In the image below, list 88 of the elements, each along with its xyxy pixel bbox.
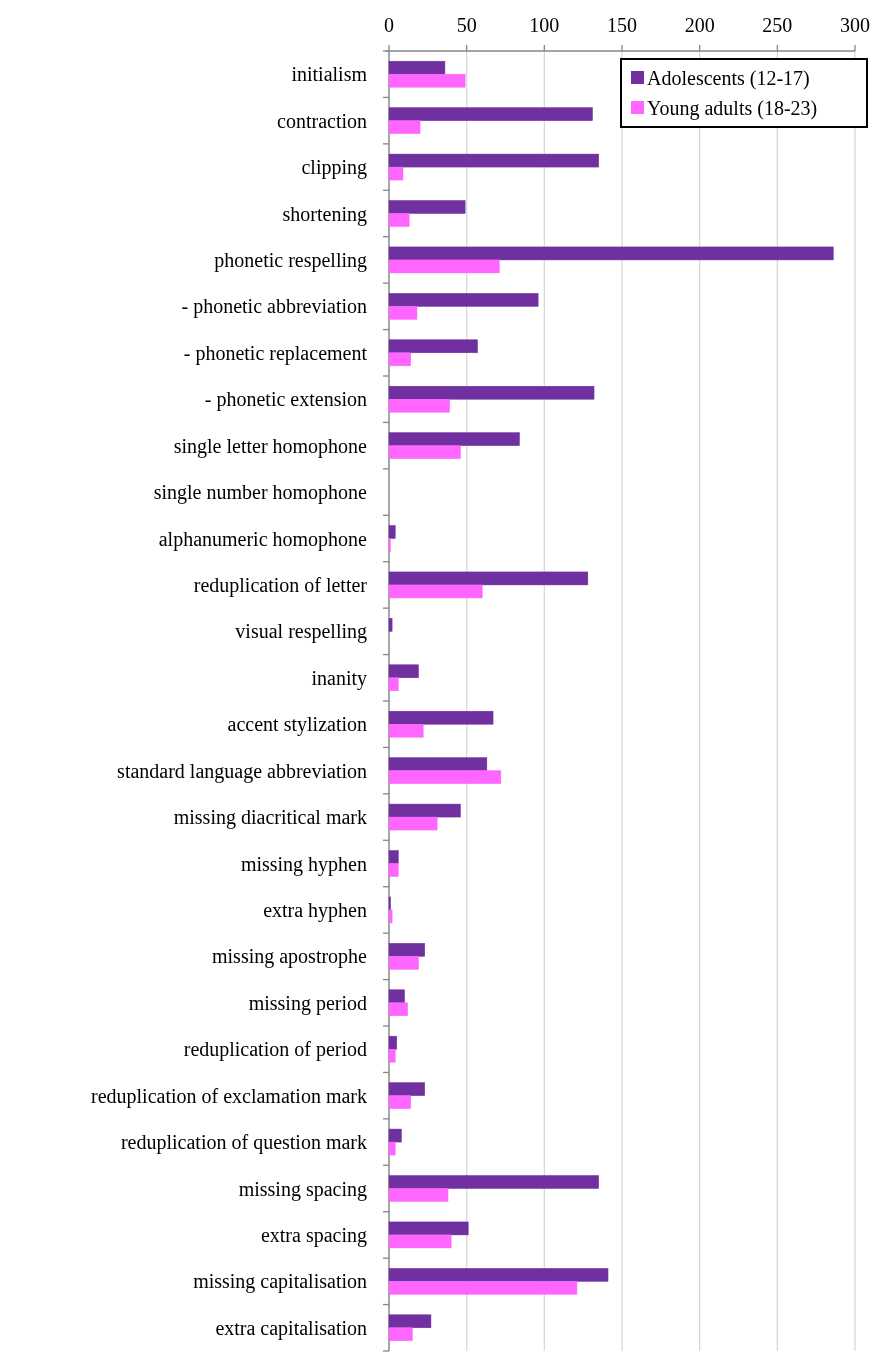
x-tick-label: 50: [456, 14, 477, 36]
y-tick-label: missing capitalisation: [193, 1270, 367, 1294]
bar: [388, 293, 539, 307]
bar: [388, 816, 438, 831]
bar: [388, 1035, 398, 1050]
bar: [388, 525, 396, 539]
bar: [388, 1002, 408, 1017]
x-tick-label: 150: [607, 14, 637, 36]
bar: [388, 1188, 449, 1202]
bar: [388, 1221, 469, 1236]
bar: [388, 770, 502, 784]
bar: [388, 989, 405, 1004]
bar: [388, 571, 589, 586]
bar: [388, 166, 404, 181]
y-tick-label: contraction: [277, 109, 367, 132]
bar: [388, 1327, 413, 1342]
y-tick-label: extra hyphen: [263, 898, 367, 922]
bar: [388, 1281, 578, 1295]
bar: [388, 107, 593, 121]
bar: [388, 757, 488, 771]
bar: [388, 385, 595, 400]
bar: [388, 664, 419, 679]
bar: [388, 246, 834, 261]
bar: [388, 909, 393, 924]
bar: [388, 1141, 396, 1156]
y-tick-label: phonetic respelling: [214, 248, 367, 272]
y-tick-label: single number homophone: [153, 481, 368, 505]
x-tick-label: 200: [684, 14, 715, 36]
bar: [388, 153, 599, 168]
y-tick-label: extra spacing: [260, 1223, 367, 1247]
y-tick-label: - phonetic abbreviation: [181, 295, 367, 319]
y-tick-label: clipping: [301, 156, 367, 180]
bar: [388, 850, 399, 864]
y-tick-label: missing period: [248, 991, 367, 1015]
y-tick-label: inanity: [311, 666, 367, 690]
bar: [388, 445, 461, 459]
bar: [388, 213, 410, 227]
y-tick-label: initialism: [291, 63, 368, 86]
bar: [388, 120, 421, 134]
y-tick-label: reduplication of question mark: [120, 1131, 367, 1155]
y-tick-label: shortening: [282, 202, 367, 226]
bar: [388, 618, 393, 632]
bar: [388, 863, 399, 877]
bar: [388, 200, 466, 214]
y-tick-label: - phonetic replacement: [183, 341, 368, 365]
y-tick-label: reduplication of exclamation mark: [90, 1084, 367, 1108]
y-tick-label: accent stylization: [227, 713, 367, 737]
y-tick-label: extra capitalisation: [215, 1316, 367, 1340]
bar: [388, 1175, 599, 1189]
bar: [388, 956, 419, 970]
bar: [388, 432, 520, 446]
bar: [388, 710, 494, 725]
legend-label: Young adults (18-23): [647, 97, 818, 120]
y-tick-label: alphanumeric homophone: [158, 527, 368, 551]
bar: [388, 1128, 402, 1143]
bar: [388, 1095, 411, 1109]
bar: [388, 259, 500, 274]
bar: [388, 73, 466, 88]
x-tick-label: 250: [762, 14, 793, 36]
bar: [388, 352, 411, 367]
bar: [388, 723, 424, 738]
y-tick-label: reduplication of letter: [193, 573, 368, 597]
bar: [388, 677, 399, 692]
bar: [388, 398, 450, 413]
y-tick-label: - phonetic extension: [204, 388, 367, 412]
y-tick-label: missing spacing: [238, 1177, 367, 1201]
bar: [388, 584, 483, 599]
legend-label: Adolescents (12-17): [647, 67, 810, 90]
bar: [388, 1268, 609, 1282]
y-tick-label: missing apostrophe: [212, 945, 368, 969]
y-tick-label: missing diacritical mark: [173, 806, 367, 830]
bar: [388, 1234, 452, 1249]
bar: [388, 1314, 432, 1329]
x-tick-label: 100: [529, 14, 560, 36]
bar: [388, 339, 478, 354]
bar: [388, 1082, 425, 1096]
y-tick-label: single letter homophone: [173, 434, 368, 458]
bar: [388, 943, 425, 957]
y-tick-label: missing hyphen: [240, 852, 367, 876]
y-tick-label: visual respelling: [235, 620, 367, 644]
x-tick-label: 300: [840, 14, 870, 36]
y-tick-label: reduplication of period: [183, 1038, 367, 1062]
bar: [388, 60, 446, 75]
y-tick-label: standard language abbreviation: [117, 759, 367, 783]
x-tick-label: 0: [384, 14, 394, 36]
bar: [388, 803, 461, 818]
bar: [388, 1048, 396, 1063]
bar: [388, 306, 418, 320]
